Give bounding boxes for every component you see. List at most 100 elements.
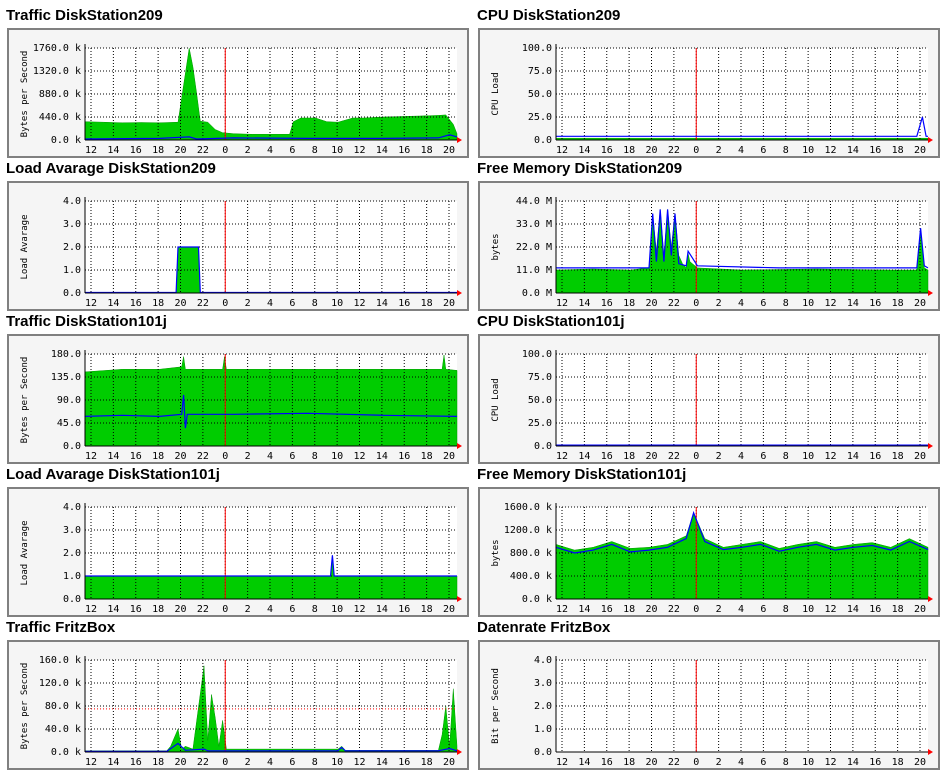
y-tick-label: 25.0 <box>528 112 552 123</box>
x-tick-label: 6 <box>760 451 766 462</box>
x-tick-label: 0 <box>693 298 699 309</box>
x-tick-label: 10 <box>331 604 343 615</box>
y-tick-label: 50.0 <box>528 395 552 406</box>
x-tick-label: 14 <box>107 451 119 462</box>
graph-traffic-fritzbox: 160.0 k 120.0 k 80.0 k 40.0 k 0.0 k 12 14 16 18 2… <box>20 655 462 768</box>
panel-title: Load Avarage DiskStation209 <box>6 160 216 177</box>
x-tick-label: 16 <box>130 604 142 615</box>
x-tick-label: 8 <box>312 757 318 768</box>
x-tick-label: 18 <box>421 451 433 462</box>
x-tick-label: 14 <box>107 604 119 615</box>
y-tick-label: 135.0 <box>51 372 81 383</box>
x-tick-label: 14 <box>847 604 859 615</box>
y-tick-label: 0.0 <box>534 441 552 452</box>
x-tick-label: 16 <box>869 757 881 768</box>
graph-cpu-ds209: 100.0 75.0 50.0 25.0 0.0 12 14 16 18 20 22 0 2 4 6 8 10 1… <box>491 43 933 156</box>
y-tick-label: 0.0 M <box>522 288 552 299</box>
x-tick-label: 18 <box>892 604 904 615</box>
graph-frame: 160.0 k 120.0 k 80.0 k 40.0 k 0.0 k 12 14 16 18 2… <box>7 640 469 770</box>
x-tick-label: 16 <box>601 298 613 309</box>
panel-title: Traffic DiskStation209 <box>6 7 163 24</box>
graph-frame: 1760.0 k 1320.0 k 880.0 k 440.0 k 0.0 k 12 14 1… <box>7 28 469 158</box>
x-tick-label: 16 <box>869 145 881 156</box>
x-tick-label: 12 <box>85 145 97 156</box>
y-tick-label: 0.0 <box>63 288 81 299</box>
x-tick-label: 8 <box>312 298 318 309</box>
x-tick-label: 18 <box>421 298 433 309</box>
x-tick-label: 2 <box>245 604 251 615</box>
x-tick-label: 0 <box>222 604 228 615</box>
x-tick-label: 14 <box>847 298 859 309</box>
x-tick-label: 6 <box>289 145 295 156</box>
x-tick-label: 8 <box>312 145 318 156</box>
x-tick-label: 16 <box>130 298 142 309</box>
y-tick-label: 120.0 k <box>39 678 81 689</box>
x-tick-label: 16 <box>601 604 613 615</box>
x-tick-label: 22 <box>197 757 209 768</box>
x-tick-label: 20 <box>645 451 657 462</box>
graph-frame: 4.0 3.0 2.0 1.0 0.0 12 14 16 18 20 22 0 2 4 6 8 10 12 14 16… <box>478 640 940 770</box>
x-tick-label: 18 <box>892 145 904 156</box>
panel-mem-ds209: Free Memory DiskStation209 44.0 M 33.0 M 22… <box>477 160 943 313</box>
x-tick-label: 12 <box>556 145 568 156</box>
x-tick-label: 18 <box>623 145 635 156</box>
x-tick-label: 20 <box>174 604 186 615</box>
x-tick-label: 4 <box>738 451 744 462</box>
x-tick-label: 18 <box>892 451 904 462</box>
x-tick-label: 0 <box>222 145 228 156</box>
y-tick-label: 0.0 k <box>51 135 81 146</box>
y-tick-label: 44.0 M <box>516 196 552 207</box>
panel-title: Datenrate FritzBox <box>477 619 611 636</box>
series-line <box>85 555 457 577</box>
x-tick-label: 18 <box>152 604 164 615</box>
x-tick-label: 20 <box>443 604 455 615</box>
x-tick-label: 0 <box>222 757 228 768</box>
x-tick-label: 6 <box>760 298 766 309</box>
x-tick-label: 6 <box>760 145 766 156</box>
x-tick-label: 22 <box>668 757 680 768</box>
axis-arrow-icon <box>457 290 462 296</box>
x-tick-label: 10 <box>802 298 814 309</box>
y-axis-label: Bytes per Second <box>20 51 30 138</box>
y-tick-label: 100.0 <box>522 349 552 360</box>
x-tick-label: 4 <box>738 604 744 615</box>
x-tick-label: 14 <box>107 757 119 768</box>
x-tick-label: 10 <box>331 451 343 462</box>
axis-arrow-icon <box>928 443 933 449</box>
y-tick-label: 1200.0 k <box>504 525 552 536</box>
graph-load-ds209: 4.0 3.0 2.0 1.0 0.0 12 14 16 18 20 22 0 2 4 6 8 10 12 14 16… <box>20 196 462 309</box>
x-tick-label: 12 <box>824 604 836 615</box>
graph-frame: 1600.0 k 1200.0 k 800.0 k 400.0 k 0.0 k 12 14 1… <box>478 487 940 617</box>
x-tick-label: 6 <box>289 757 295 768</box>
panel-traffic-ds209: Traffic DiskStation209 1760.0 k 1320.0 k 88… <box>6 7 472 160</box>
y-tick-label: 0.0 k <box>522 594 552 605</box>
y-tick-label: 400.0 k <box>510 571 552 582</box>
x-tick-label: 16 <box>398 145 410 156</box>
x-tick-label: 20 <box>914 604 926 615</box>
x-tick-label: 18 <box>152 145 164 156</box>
x-tick-label: 12 <box>824 298 836 309</box>
x-tick-label: 4 <box>267 451 273 462</box>
x-tick-label: 2 <box>716 145 722 156</box>
graph-frame: 100.0 75.0 50.0 25.0 0.0 12 14 16 18 20 22 0 2 4 6 8 10 1… <box>478 334 940 464</box>
y-tick-label: 1760.0 k <box>33 43 81 54</box>
x-tick-label: 20 <box>174 145 186 156</box>
y-tick-label: 4.0 <box>63 196 81 207</box>
y-tick-label: 180.0 <box>51 349 81 360</box>
x-tick-label: 20 <box>645 145 657 156</box>
axis-arrow-icon <box>928 137 933 143</box>
x-tick-label: 22 <box>197 298 209 309</box>
x-tick-label: 0 <box>222 451 228 462</box>
panel-title: CPU DiskStation209 <box>477 7 621 24</box>
x-tick-label: 16 <box>601 145 613 156</box>
x-tick-label: 14 <box>847 451 859 462</box>
x-tick-label: 2 <box>245 298 251 309</box>
x-tick-label: 18 <box>623 604 635 615</box>
x-tick-label: 20 <box>443 451 455 462</box>
x-tick-label: 0 <box>222 298 228 309</box>
panel-title: Free Memory DiskStation209 <box>477 160 683 177</box>
y-axis-label: Load Avarage <box>20 520 30 585</box>
panel-mem-ds101j: Free Memory DiskStation101j 1600.0 k 1200.… <box>477 466 943 619</box>
y-tick-label: 4.0 <box>534 655 552 666</box>
x-tick-label: 20 <box>174 757 186 768</box>
